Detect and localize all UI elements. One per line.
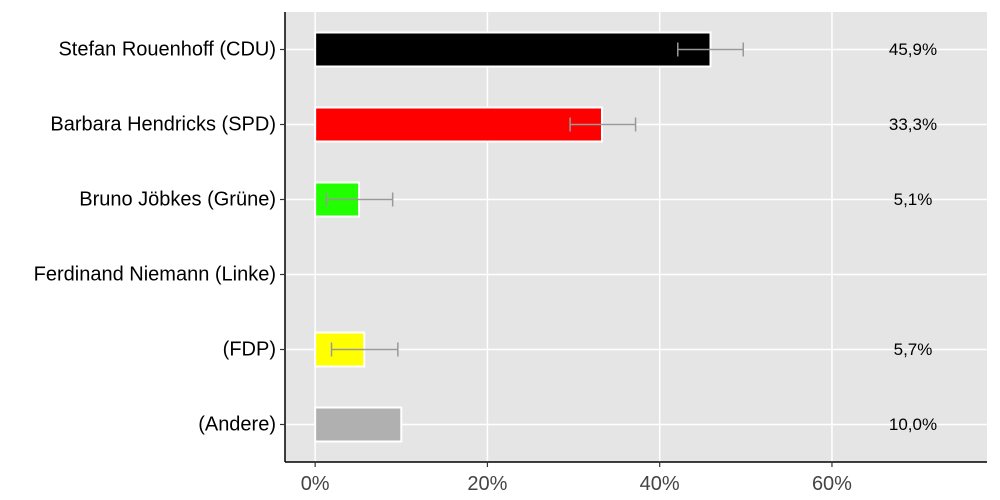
bar-value-label: 33,3% bbox=[889, 115, 937, 134]
category-label: Bruno Jöbkes (Grüne) bbox=[79, 189, 276, 211]
plot-panel bbox=[285, 12, 987, 462]
x-tick-label: 40% bbox=[640, 473, 680, 495]
category-label: (FDP) bbox=[223, 339, 276, 361]
error-bar bbox=[677, 42, 744, 57]
error-bar bbox=[325, 192, 394, 207]
bar bbox=[314, 106, 603, 143]
error-bar bbox=[569, 117, 637, 132]
x-tick-label: 20% bbox=[467, 473, 507, 495]
bar-value-label: 5,7% bbox=[894, 340, 933, 359]
bar-value-label: 5,1% bbox=[894, 190, 933, 209]
category-label: (Andere) bbox=[198, 414, 276, 436]
error-bar bbox=[330, 342, 399, 357]
bar bbox=[314, 406, 403, 443]
category-label: Barbara Hendricks (SPD) bbox=[50, 114, 276, 136]
x-tick-label: 60% bbox=[812, 473, 852, 495]
x-tick-label: 0% bbox=[301, 473, 330, 495]
bar-value-label: 45,9% bbox=[889, 40, 937, 59]
bar bbox=[314, 31, 712, 68]
category-label: Stefan Rouenhoff (CDU) bbox=[58, 39, 276, 61]
category-label: Ferdinand Niemann (Linke) bbox=[34, 264, 276, 286]
bar-value-label: 10,0% bbox=[889, 415, 937, 434]
